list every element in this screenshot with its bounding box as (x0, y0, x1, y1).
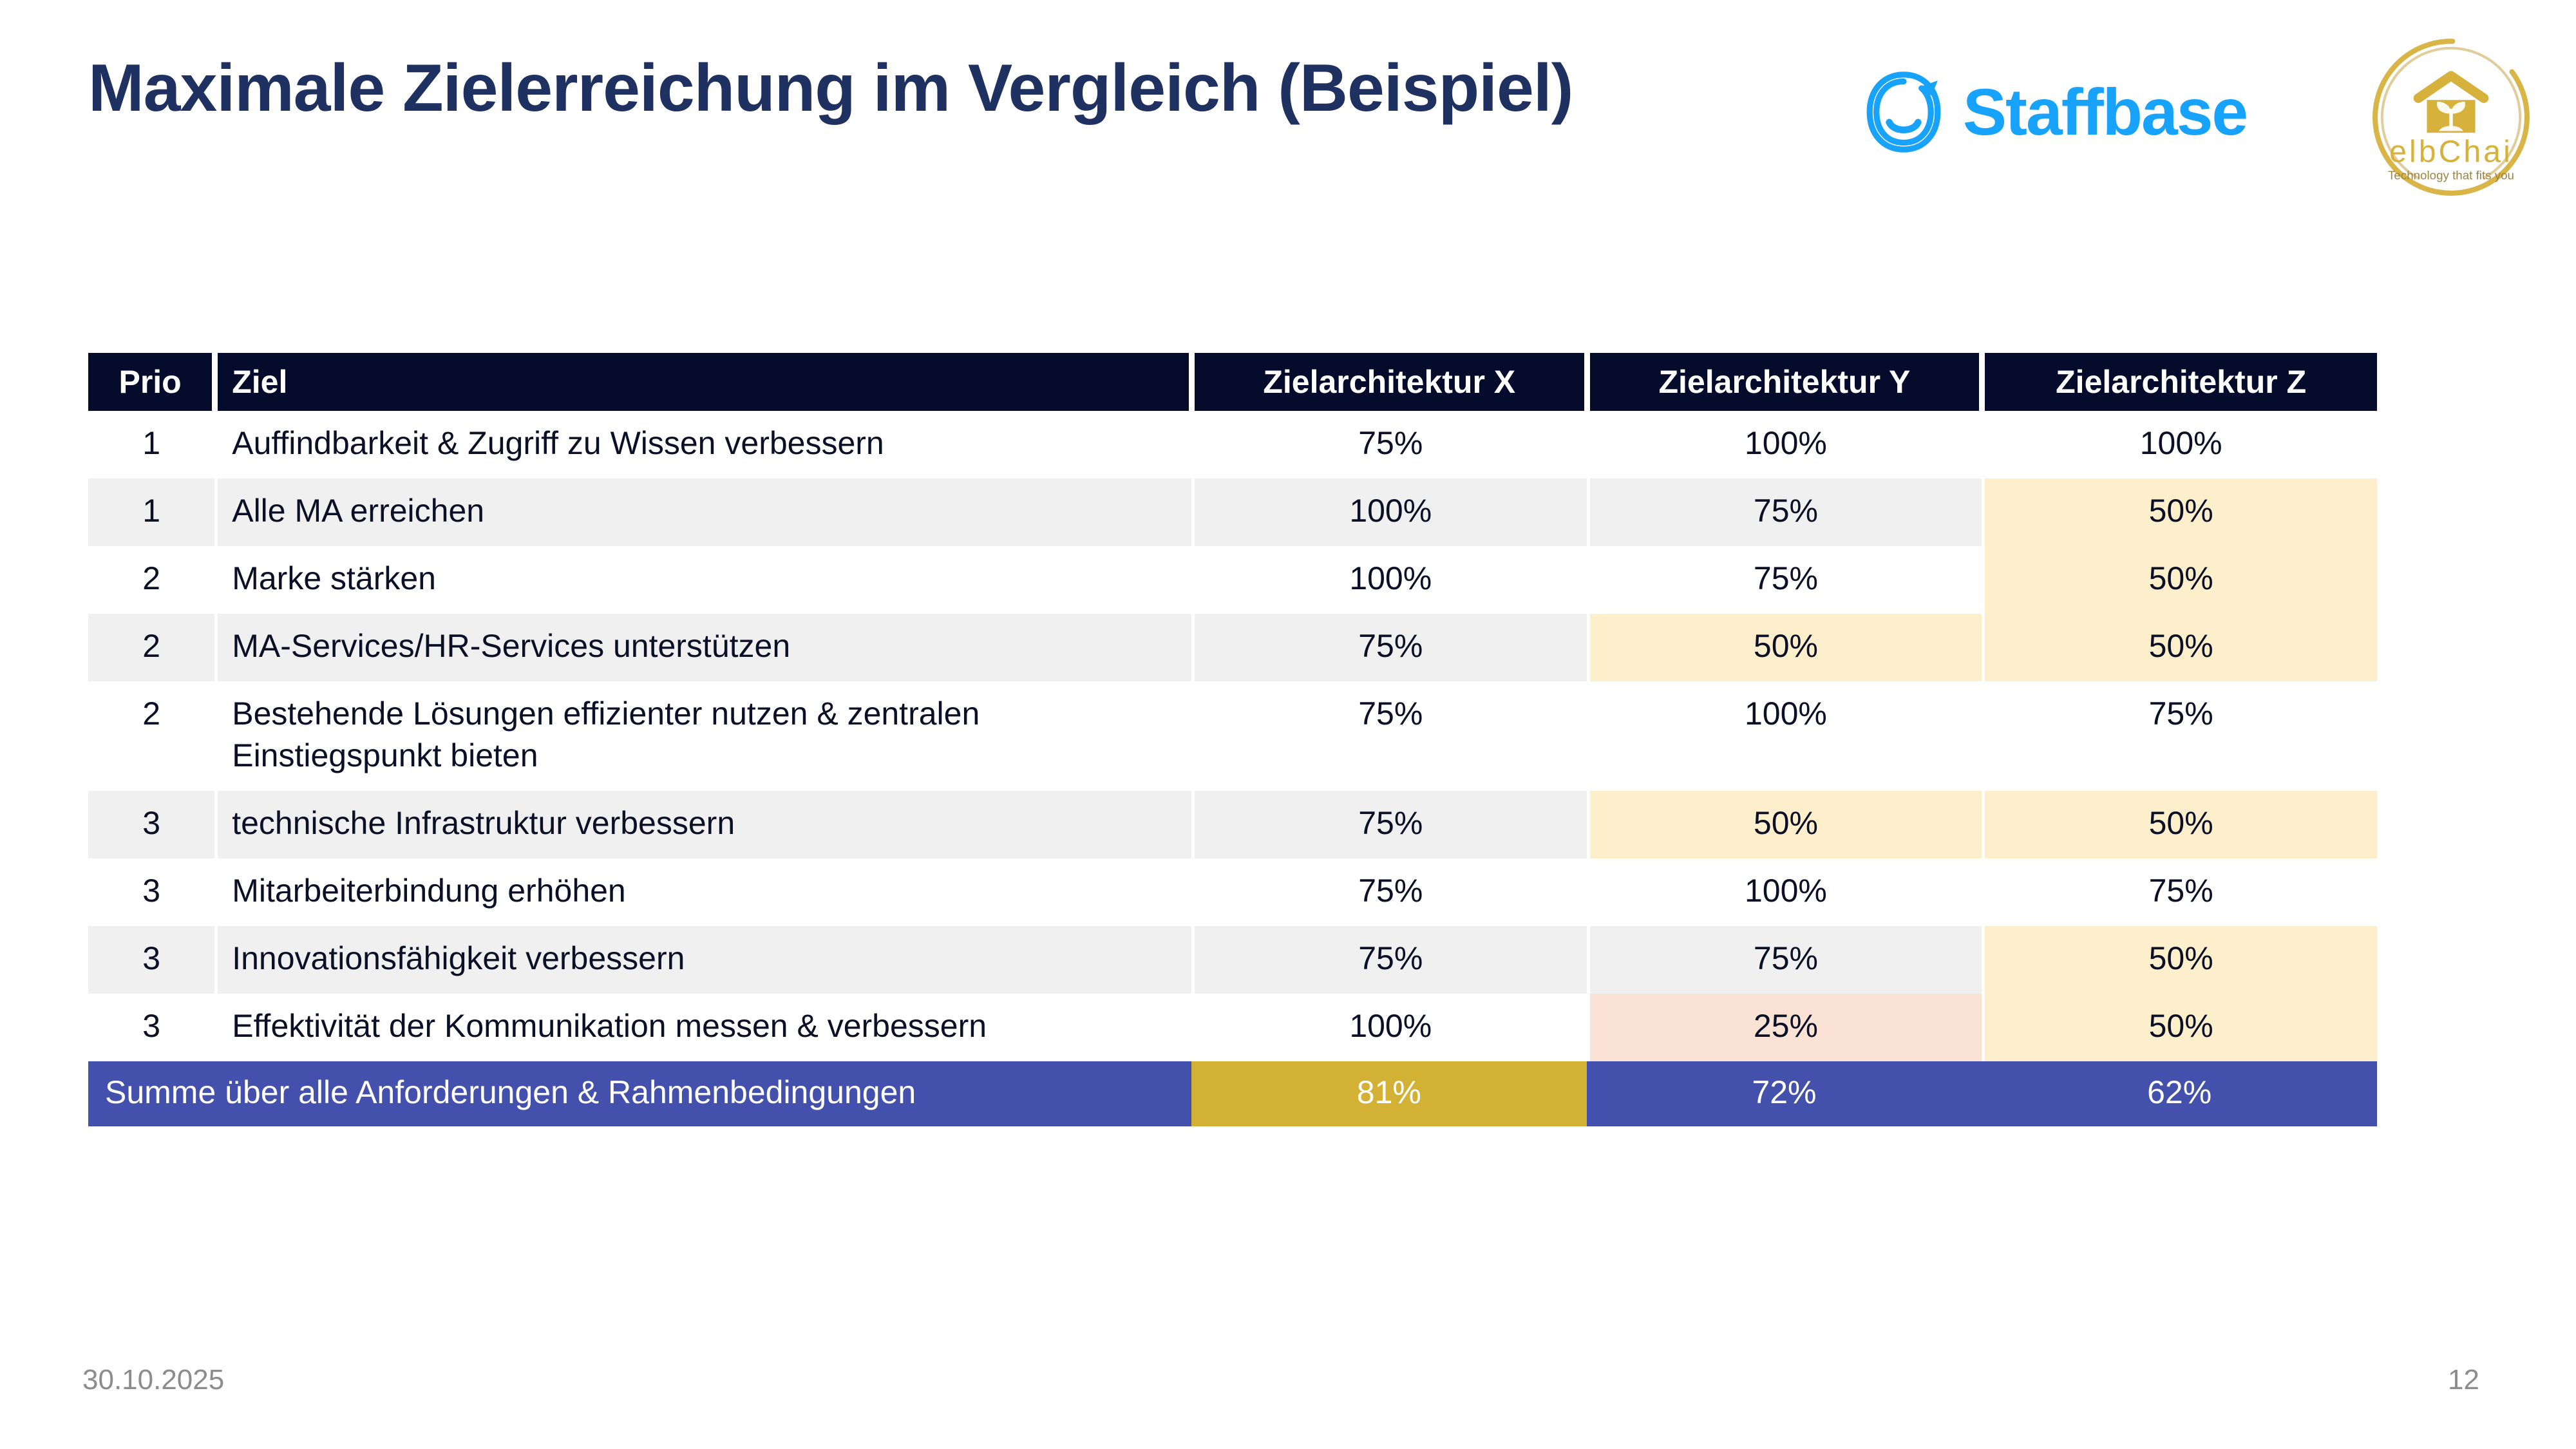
cell-ziel: Marke stärken (214, 546, 1191, 614)
column-header-zielarchitektur-y: Zielarchitektur Y (1586, 353, 1982, 411)
cell-zielarchitektur-y: 100% (1586, 858, 1982, 926)
svg-text:elbChai: elbChai (2389, 135, 2513, 169)
cell-zielarchitektur-x: 75% (1191, 614, 1587, 681)
summary-value-z: 62% (1982, 1061, 2377, 1126)
table-row: 1 Auffindbarkeit & Zugriff zu Wissen verb… (88, 411, 2377, 478)
cell-zielarchitektur-z: 50% (1982, 546, 2377, 614)
staffbase-smiley-icon (1866, 71, 1941, 153)
cell-prio: 2 (88, 614, 215, 681)
table-row: 3 Innovationsfähigkeit verbessern 75% 75% 50… (88, 926, 2377, 994)
goal-comparison-table: Prio Ziel Zielarchitektur X Zielarchitek… (88, 353, 2377, 1126)
cell-ziel: Bestehende Lösungen effizienter nutzen &… (214, 681, 1191, 791)
table-row: 2 Marke stärken 100% 75% 50% (88, 546, 2377, 614)
staffbase-wordmark: Staffbase (1963, 75, 2248, 149)
table-row: 3 Mitarbeiterbindung erhöhen 75% 100% 75% (88, 858, 2377, 926)
cell-ziel: Alle MA erreichen (214, 478, 1191, 546)
cell-zielarchitektur-z: 50% (1982, 478, 2377, 546)
cell-zielarchitektur-z: 75% (1982, 681, 2377, 791)
cell-zielarchitektur-x: 100% (1191, 546, 1587, 614)
elbchai-logo: elbChai Technology that fits you (2365, 31, 2537, 204)
column-header-zielarchitektur-z: Zielarchitektur Z (1982, 353, 2377, 411)
cell-ziel: Innovationsfähigkeit verbessern (214, 926, 1191, 994)
cell-zielarchitektur-y: 75% (1586, 926, 1982, 994)
cell-zielarchitektur-x: 75% (1191, 926, 1587, 994)
cell-zielarchitektur-x: 75% (1191, 681, 1587, 791)
cell-ziel: technische Infrastruktur verbessern (214, 791, 1191, 858)
cell-zielarchitektur-x: 75% (1191, 411, 1587, 478)
summary-value-x: 81% (1191, 1061, 1587, 1126)
cell-zielarchitektur-y: 75% (1586, 546, 1982, 614)
cell-prio: 3 (88, 926, 215, 994)
cell-zielarchitektur-y: 100% (1586, 681, 1982, 791)
cell-prio: 2 (88, 681, 215, 791)
svg-text:Technology that fits you: Technology that fits you (2388, 168, 2514, 182)
cell-zielarchitektur-y: 50% (1586, 791, 1982, 858)
cell-prio: 3 (88, 994, 215, 1061)
cell-zielarchitektur-z: 50% (1982, 994, 2377, 1061)
summary-value-y: 72% (1586, 1061, 1982, 1126)
footer-date: 30.10.2025 (82, 1364, 225, 1396)
cell-zielarchitektur-z: 100% (1982, 411, 2377, 478)
cell-zielarchitektur-x: 100% (1191, 478, 1587, 546)
summary-row: Summe über alle Anforderungen & Rahmenbe… (88, 1061, 2377, 1126)
column-header-zielarchitektur-x: Zielarchitektur X (1191, 353, 1587, 411)
cell-prio: 3 (88, 858, 215, 926)
footer-page-number: 12 (2448, 1364, 2479, 1396)
table-row: 2 MA-Services/HR-Services unterstützen 75%… (88, 614, 2377, 681)
cell-zielarchitektur-x: 75% (1191, 791, 1587, 858)
column-header-ziel: Ziel (214, 353, 1191, 411)
cell-zielarchitektur-y: 25% (1586, 994, 1982, 1061)
cell-zielarchitektur-y: 100% (1586, 411, 1982, 478)
cell-zielarchitektur-y: 75% (1586, 478, 1982, 546)
table-header-row: Prio Ziel Zielarchitektur X Zielarchitek… (88, 353, 2377, 411)
cell-ziel: Mitarbeiterbindung erhöhen (214, 858, 1191, 926)
cell-zielarchitektur-z: 50% (1982, 926, 2377, 994)
page-title: Maximale Zielerreichung im Vergleich (Be… (88, 51, 1573, 126)
table-row: 1 Alle MA erreichen 100% 75% 50% (88, 478, 2377, 546)
cell-prio: 1 (88, 411, 215, 478)
cell-ziel: Effektivität der Kommunikation messen & … (214, 994, 1191, 1061)
summary-label: Summe über alle Anforderungen & Rahmenbe… (88, 1061, 1191, 1126)
cell-zielarchitektur-z: 50% (1982, 791, 2377, 858)
cell-zielarchitektur-x: 75% (1191, 858, 1587, 926)
column-header-prio: Prio (88, 353, 215, 411)
staffbase-logo: Staffbase (1861, 70, 2248, 155)
cell-zielarchitektur-x: 100% (1191, 994, 1587, 1061)
table-row: 3 Effektivität der Kommunikation messen &… (88, 994, 2377, 1061)
table-row: 3 technische Infrastruktur verbessern 75% 5… (88, 791, 2377, 858)
cell-prio: 3 (88, 791, 215, 858)
cell-ziel: MA-Services/HR-Services unterstützen (214, 614, 1191, 681)
cell-zielarchitektur-z: 50% (1982, 614, 2377, 681)
cell-prio: 2 (88, 546, 215, 614)
cell-zielarchitektur-y: 50% (1586, 614, 1982, 681)
cell-prio: 1 (88, 478, 215, 546)
table-row: 2 Bestehende Lösungen effizienter nutzen … (88, 681, 2377, 791)
cell-ziel: Auffindbarkeit & Zugriff zu Wissen verbe… (214, 411, 1191, 478)
cell-zielarchitektur-z: 75% (1982, 858, 2377, 926)
